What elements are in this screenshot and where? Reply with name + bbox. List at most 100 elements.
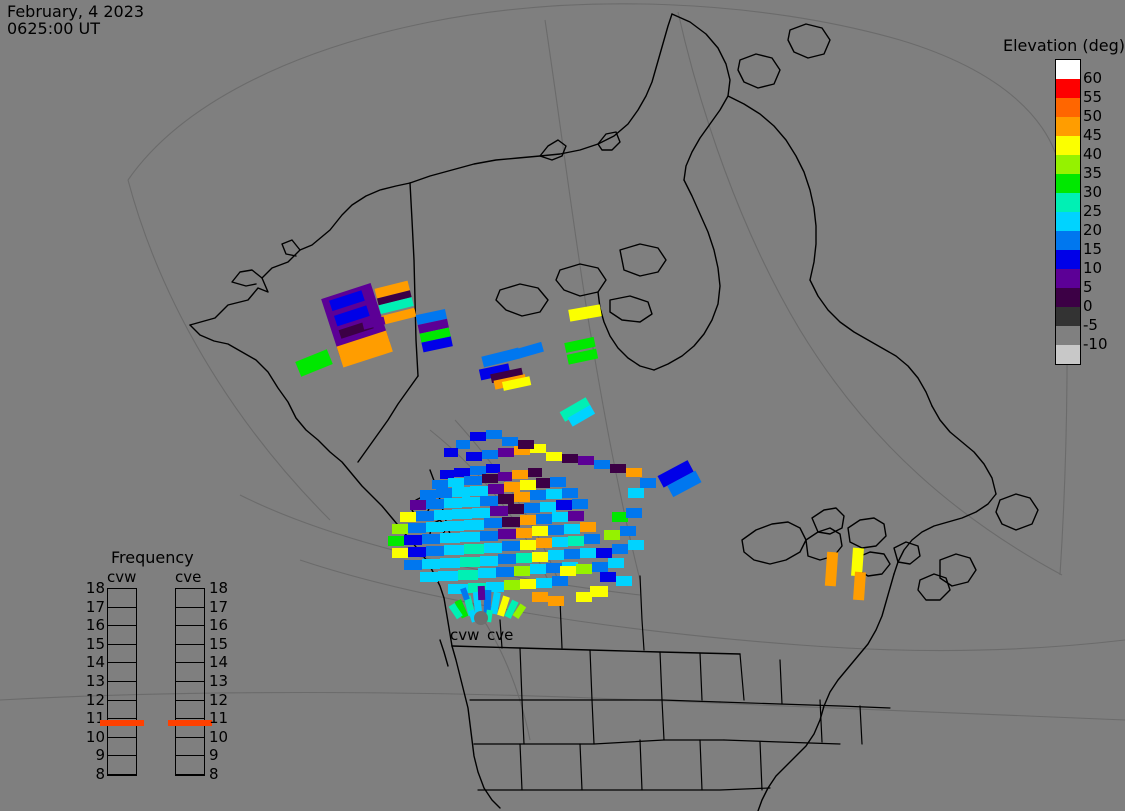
- map-site-label-cvw: cvw: [450, 626, 480, 644]
- elevation-color-cell-9: [1056, 231, 1080, 250]
- frequency-tick-11: 11: [209, 709, 229, 728]
- elevation-color-cell-2: [1056, 98, 1080, 117]
- frequency-column-label-cve: cve: [175, 568, 202, 586]
- elevation-color-cell-13: [1056, 307, 1080, 326]
- frequency-column-label-cvw: cvw: [107, 568, 137, 586]
- frequency-segment: [176, 608, 204, 627]
- radar-backscatter-cells: [295, 280, 866, 623]
- elevation-tick-35: 35: [1083, 164, 1103, 182]
- frequency-tick-13: 13: [209, 672, 229, 690]
- frequency-tick-12: 12: [85, 690, 105, 709]
- timestamp-block: February, 4 2023 0625:00 UT: [7, 3, 144, 37]
- frequency-tick-10: 10: [209, 727, 229, 746]
- frequency-tick-13: 13: [85, 672, 105, 690]
- frequency-segment: [176, 626, 204, 645]
- radar-fan-beams: [448, 585, 527, 623]
- great-lakes-echoes: [824, 547, 866, 601]
- elevation-color-cell-14: [1056, 326, 1080, 345]
- elevation-color-cell-11: [1056, 269, 1080, 288]
- frequency-marker-cvw: [100, 719, 144, 726]
- frequency-ticks-left: 18 17 16 15 14 13 12 11 10 9 8: [81, 579, 105, 783]
- radar-site-marker: [474, 611, 488, 625]
- frequency-segment: [176, 645, 204, 664]
- dense-scatter-cluster: [388, 464, 600, 594]
- timestamp-date: February, 4 2023: [7, 2, 145, 21]
- frequency-segment: [108, 663, 136, 682]
- frequency-tick-12: 12: [209, 690, 229, 709]
- elevation-legend: Elevation (deg) 60 55 50 45 40 35 30 25 20 15 10 5 0…: [1003, 36, 1125, 366]
- coastlines: [189, 13, 1039, 811]
- elevation-tick--10: -10: [1083, 335, 1108, 353]
- elevation-color-cell-7: [1056, 193, 1080, 212]
- frequency-segment: [108, 626, 136, 645]
- elevation-color-cell-5: [1056, 155, 1080, 174]
- frequency-segment: [176, 663, 204, 682]
- upper-arc-echoes: [444, 430, 656, 498]
- map-site-label-cve: cve: [487, 626, 514, 644]
- elevation-tick-45: 45: [1083, 126, 1103, 144]
- elevation-tick-10: 10: [1083, 259, 1103, 277]
- elevation-color-cell-15: [1056, 345, 1080, 364]
- elevation-color-cell-6: [1056, 174, 1080, 193]
- elevation-tick-20: 20: [1083, 221, 1103, 239]
- frequency-segment: [108, 682, 136, 701]
- timestamp-time: 0625:00 UT: [7, 19, 101, 38]
- frequency-tick-8: 8: [209, 765, 219, 783]
- lower-arc-echoes: [532, 508, 644, 606]
- frequency-segment: [176, 589, 204, 608]
- frequency-segment: [176, 701, 204, 720]
- elevation-legend-title: Elevation (deg): [1003, 36, 1125, 55]
- frequency-marker-cve: [168, 719, 212, 726]
- elevation-tick-30: 30: [1083, 183, 1103, 201]
- elevation-tick-50: 50: [1083, 107, 1103, 125]
- elevation-color-cell-3: [1056, 117, 1080, 136]
- frequency-ticks-right: 18 17 16 15 14 13 12 11 10 9 8: [209, 579, 233, 783]
- frequency-segment: [176, 682, 204, 701]
- frequency-tick-8: 8: [95, 765, 105, 783]
- frequency-segment: [176, 738, 204, 757]
- frequency-segment: [108, 608, 136, 627]
- frequency-segment: [108, 589, 136, 608]
- frequency-tick-18: 18: [209, 579, 229, 597]
- elevation-tick-15: 15: [1083, 240, 1103, 258]
- elevation-color-cell-8: [1056, 212, 1080, 231]
- frequency-tick-14: 14: [85, 653, 105, 672]
- frequency-tick-16: 16: [85, 616, 105, 635]
- frequency-segment: [108, 756, 136, 775]
- frequency-tick-18: 18: [85, 579, 105, 597]
- coordinate-grid-arcs: [0, 3, 1125, 741]
- elevation-color-cell-0: [1056, 60, 1080, 79]
- elevation-tick-25: 25: [1083, 202, 1103, 220]
- elevation-tick-40: 40: [1083, 145, 1103, 163]
- elevation-tick-5: 5: [1083, 278, 1093, 296]
- frequency-legend-title: Frequency: [111, 548, 194, 567]
- elevation-colorbar: [1055, 59, 1081, 365]
- frequency-segment: [108, 719, 136, 738]
- frequency-tick-14: 14: [209, 653, 229, 672]
- frequency-tick-9: 9: [209, 746, 219, 765]
- elevation-color-cell-4: [1056, 136, 1080, 155]
- elevation-tick-0: 0: [1083, 297, 1093, 315]
- frequency-bar-cve: [168, 588, 212, 776]
- elevation-tick-60: 60: [1083, 69, 1103, 87]
- frequency-segment: [176, 756, 204, 775]
- elevation-tick-55: 55: [1083, 88, 1103, 106]
- elevation-color-cell-1: [1056, 79, 1080, 98]
- frequency-segment: [108, 738, 136, 757]
- frequency-bar-cvw: [100, 588, 144, 776]
- frequency-segment: [108, 645, 136, 664]
- elevation-color-cell-12: [1056, 288, 1080, 307]
- elevation-tick--5: -5: [1083, 316, 1098, 334]
- frequency-tick-15: 15: [209, 634, 229, 653]
- frequency-tick-16: 16: [209, 616, 229, 635]
- frequency-tick-9: 9: [95, 746, 105, 765]
- frequency-tick-17: 17: [85, 597, 105, 616]
- elevation-color-cell-10: [1056, 250, 1080, 269]
- frequency-tick-10: 10: [85, 727, 105, 746]
- frequency-tick-17: 17: [209, 597, 229, 616]
- frequency-segment: [176, 719, 204, 738]
- frequency-legend: Frequency cvw cve 18 17 16 15 14 13 12 11 10 9 8 1…: [85, 548, 237, 784]
- frequency-tick-15: 15: [85, 634, 105, 653]
